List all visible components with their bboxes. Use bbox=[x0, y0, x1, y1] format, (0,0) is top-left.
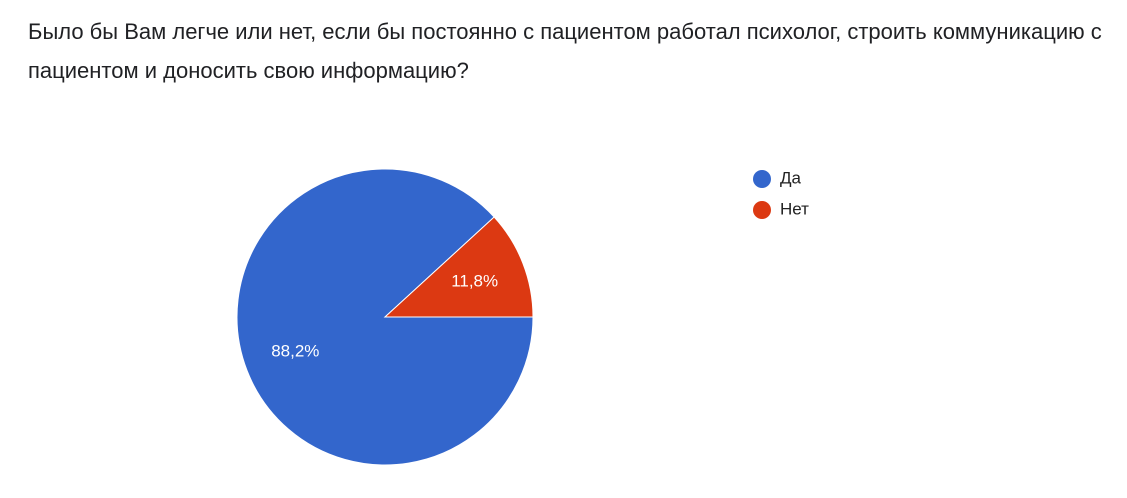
legend-label: Да bbox=[780, 168, 802, 187]
legend-label: Нет bbox=[780, 199, 809, 218]
legend-marker bbox=[753, 170, 771, 188]
legend-marker bbox=[753, 201, 771, 219]
chart-title: Было бы Вам легче или нет, если бы посто… bbox=[28, 19, 1102, 83]
slice-label: 88,2% bbox=[271, 341, 319, 360]
pie-slice bbox=[383, 216, 534, 318]
slice-label: 11,8% bbox=[451, 272, 498, 291]
